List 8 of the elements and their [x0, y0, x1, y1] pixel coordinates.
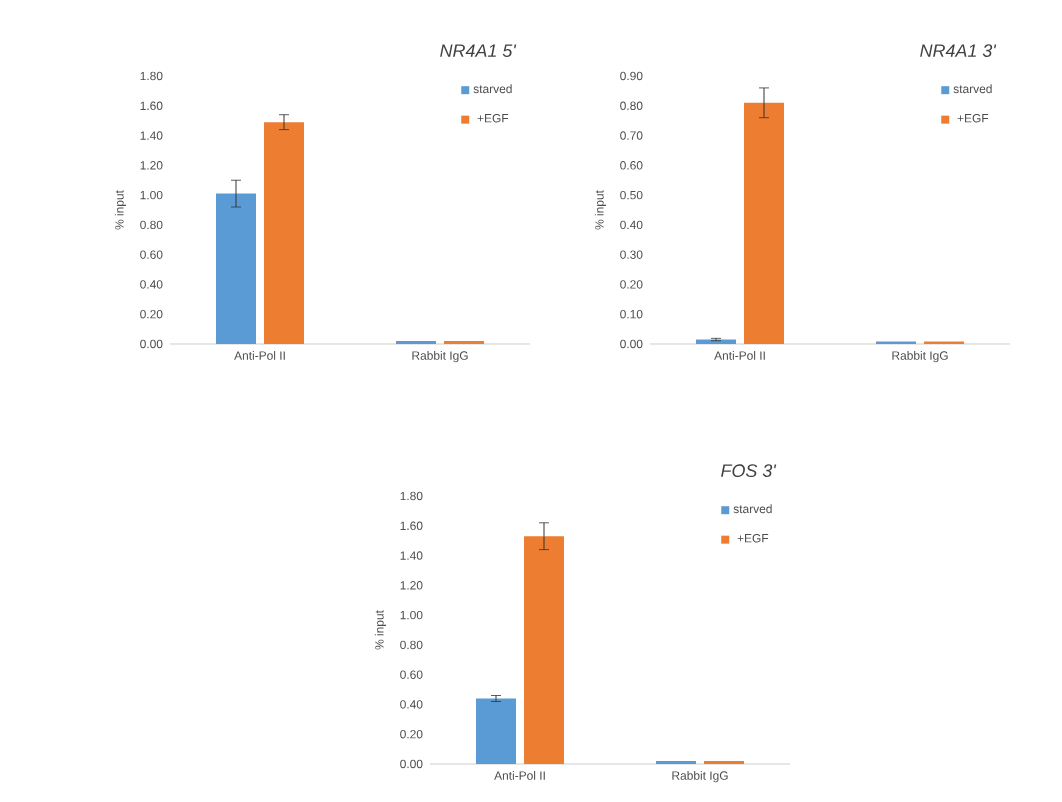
bar: [216, 193, 256, 344]
chart-title: NR4A1 3': [920, 44, 997, 58]
chart-title: FOS 3': [721, 464, 777, 478]
chart-title: NR4A1 5': [440, 44, 517, 58]
bar: [524, 536, 565, 764]
bar: [264, 122, 304, 344]
bar: [744, 102, 785, 344]
bar: [476, 698, 517, 764]
